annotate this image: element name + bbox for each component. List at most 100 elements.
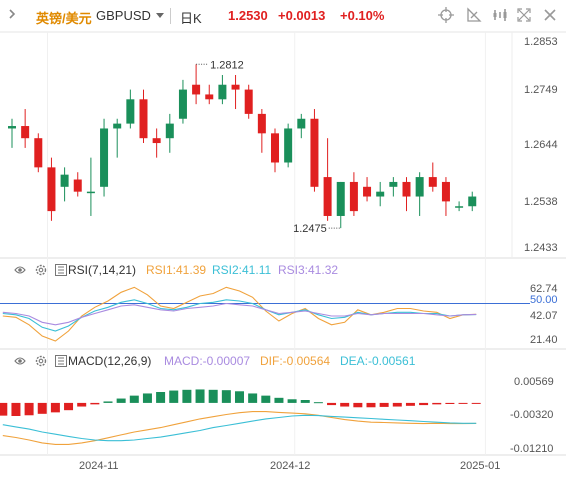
indicator-settings-icon[interactable]	[55, 264, 67, 276]
time-tick: 2024-12	[270, 460, 311, 472]
candle-body	[34, 138, 43, 168]
chevron-right-icon[interactable]	[6, 8, 18, 20]
rsi2-value: RSI2:41.11	[212, 263, 272, 277]
macd-bar	[458, 402, 468, 404]
candle-body	[336, 181, 345, 216]
dea-value: DEA:-0.00561	[340, 354, 416, 368]
pair-label[interactable]: GBPUSD	[96, 8, 151, 23]
period-selector[interactable]: 日K	[180, 11, 202, 26]
rsi-line-1	[2, 286, 477, 342]
price-tick: 1.2644	[524, 139, 558, 151]
macd-bar	[366, 402, 376, 408]
candle-body	[297, 118, 306, 129]
candle-body	[192, 84, 201, 95]
candle-body	[349, 181, 358, 212]
macd-header: MACD(12,26,9) MACD:-0.00007 DIF:-0.00564…	[0, 351, 566, 371]
candle-body	[73, 179, 82, 192]
candle-body	[455, 206, 464, 208]
candle-body	[428, 177, 437, 187]
price-change: +0.0013	[278, 8, 326, 23]
candle-body	[205, 94, 214, 100]
macd-title: MACD(12,26,9)	[68, 354, 152, 368]
macd-bar	[432, 402, 442, 405]
rsi-tick: 21.40	[530, 334, 558, 346]
macd-bar	[379, 402, 389, 407]
chevron-down-icon[interactable]	[156, 13, 164, 19]
rsi3-value: RSI3:41.32	[278, 263, 339, 277]
candle-body	[284, 128, 293, 163]
macd-bar	[340, 402, 350, 407]
crosshair-icon[interactable]	[438, 7, 454, 23]
macd-bar	[274, 397, 284, 403]
macd-bar	[11, 402, 21, 416]
macd-bar	[103, 401, 113, 403]
macd-bar	[313, 402, 323, 404]
macd-bar	[156, 392, 166, 403]
candle-body	[310, 118, 319, 187]
macd-bar	[129, 395, 139, 403]
macd-bar	[234, 391, 244, 403]
macd-bar	[142, 393, 152, 403]
candle-body	[271, 133, 279, 163]
gear-icon[interactable]	[34, 263, 48, 277]
macd-bar	[208, 389, 218, 403]
candle-body	[441, 181, 450, 202]
candle-body	[389, 181, 398, 187]
fullscreen-icon[interactable]	[516, 7, 532, 23]
pair-cn-label[interactable]: 英镑/美元	[36, 11, 92, 26]
divider	[170, 8, 171, 24]
close-icon[interactable]	[542, 7, 558, 23]
macd-bar	[24, 402, 34, 416]
price-tick: 1.2538	[524, 196, 558, 208]
candle-body	[8, 126, 16, 129]
price-tick: 1.2433	[524, 242, 558, 254]
macd-bar	[261, 395, 271, 403]
macd-series	[0, 389, 481, 445]
candle-body	[100, 128, 109, 187]
candle-body	[231, 84, 240, 90]
candlestick-series	[8, 64, 477, 229]
rsi-tick: 50.00	[530, 294, 558, 306]
candle-body	[139, 99, 148, 139]
rsi1-value: RSI1:41.39	[146, 263, 207, 277]
candle-body	[402, 181, 411, 197]
candle-body	[363, 186, 372, 197]
rsi-line-2	[2, 299, 477, 332]
time-tick: 2025-01	[460, 460, 501, 472]
macd-bar	[90, 402, 100, 405]
macd-bar	[287, 399, 297, 403]
candle-body	[468, 196, 477, 207]
last-price: 1.2530	[228, 8, 268, 23]
rsi-header: RSI(7,14,21) RSI1:41.39 RSI2:41.11 RSI3:…	[0, 260, 566, 280]
candle-body	[126, 99, 135, 124]
gear-icon[interactable]	[34, 354, 48, 368]
price-tick: 1.2749	[524, 84, 558, 96]
rsi-tick: 62.74	[530, 283, 558, 295]
macd-bar	[37, 402, 47, 414]
eye-icon[interactable]	[14, 355, 26, 367]
macd-bar	[50, 402, 60, 413]
candle-body	[60, 174, 69, 187]
macd-bar	[169, 390, 179, 403]
macd-bar	[64, 402, 74, 411]
rsi-tick: 42.07	[530, 310, 558, 322]
candle-body	[257, 113, 266, 134]
eye-icon[interactable]	[14, 264, 26, 276]
macd-tick: -0.00320	[510, 409, 554, 421]
indicator-settings-icon[interactable]	[55, 355, 67, 367]
macd-bar	[195, 389, 205, 403]
draw-tool-icon[interactable]	[466, 7, 482, 23]
indicator-icon[interactable]	[492, 7, 508, 23]
macd-bar	[182, 389, 192, 403]
macd-bar	[116, 398, 126, 403]
candle-body	[86, 191, 95, 194]
macd-bar	[471, 402, 481, 404]
dif-value: DIF:-0.00564	[260, 354, 331, 368]
rsi-series	[0, 286, 530, 342]
time-tick: 2024-11	[79, 460, 119, 472]
candle-body	[376, 191, 385, 197]
candle-body	[165, 123, 174, 139]
candle-body	[323, 177, 332, 216]
macd-bar	[327, 402, 337, 406]
macd-value: MACD:-0.00007	[164, 354, 251, 368]
